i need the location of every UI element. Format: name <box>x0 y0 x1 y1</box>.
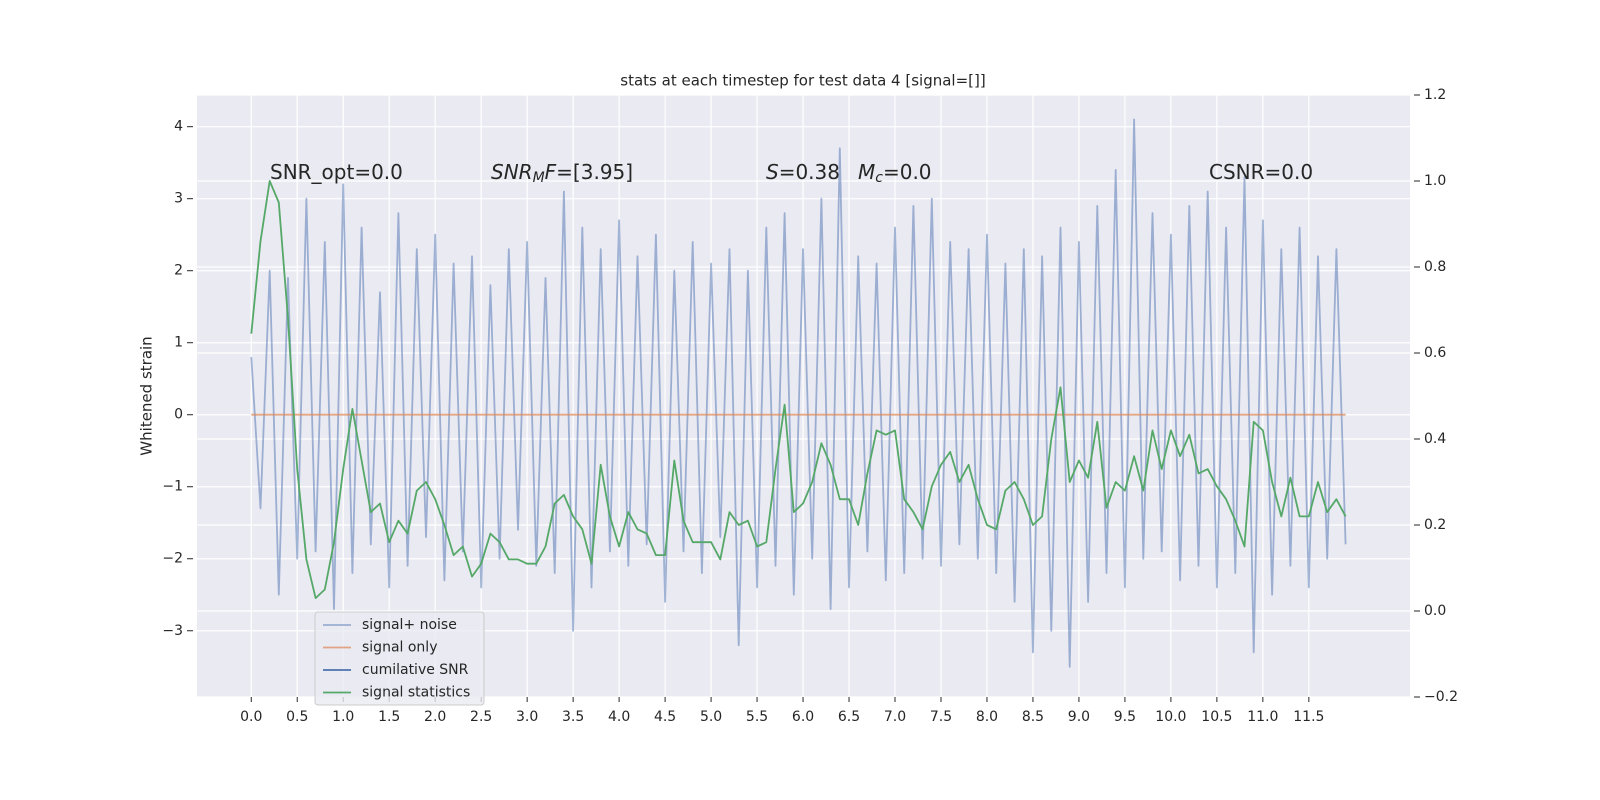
legend-label: signal only <box>362 640 437 656</box>
x-tick-label: 5.5 <box>746 709 768 725</box>
series-line <box>250 118 1347 668</box>
annotation-part: M <box>858 160 875 184</box>
x-tick-label: 0.0 <box>240 709 262 725</box>
x-tick-label: 10.0 <box>1155 709 1186 725</box>
annotation-part: SNR_opt=0.0 <box>270 160 403 184</box>
annotation-part: =0.0 <box>883 160 932 184</box>
annotation: SNR_opt=0.0 <box>270 160 403 184</box>
y2-tick-label: 0.0 <box>1424 603 1446 619</box>
x-tick-label: 7.5 <box>930 709 952 725</box>
y-axis-label: Whitened strain <box>138 336 156 455</box>
y-tick-label: 3 <box>174 191 183 207</box>
y-tick-label: −3 <box>162 623 183 639</box>
y2-tick-label: 0.6 <box>1424 345 1446 361</box>
annotation-part: c <box>875 170 883 186</box>
annotation-part: =[3.95] <box>556 160 633 184</box>
x-tick-label: 10.5 <box>1201 709 1232 725</box>
x-tick-label: 2.5 <box>470 709 492 725</box>
x-tick-label: 6.0 <box>792 709 814 725</box>
legend-box <box>314 611 485 706</box>
annotation: SNRMF=[3.95] <box>491 160 633 187</box>
legend: signal+ noise signal only cumilative SNR si… <box>314 611 485 706</box>
annotation: Mc=0.0 <box>858 160 932 187</box>
y2-tick-label: 1.2 <box>1424 87 1446 103</box>
annotation: CSNR=0.0 <box>1209 160 1313 184</box>
y-tick-label: 4 <box>174 119 183 135</box>
y2-tick-label: 1.0 <box>1424 173 1446 189</box>
x-tick-label: 1.0 <box>332 709 354 725</box>
annotation: S=0.38 <box>766 160 840 184</box>
x-tick-label: 3.5 <box>562 709 584 725</box>
annotation-part: F <box>545 160 557 184</box>
y2-tick-label: −0.2 <box>1424 689 1458 705</box>
x-tick-label: 11.5 <box>1293 709 1324 725</box>
annotation-part: M <box>533 170 545 186</box>
y2-tick-label: 0.4 <box>1424 431 1446 447</box>
x-tick-label: 7.0 <box>884 709 906 725</box>
x-tick-label: 8.0 <box>976 709 998 725</box>
y2-tick-label: 0.8 <box>1424 259 1446 275</box>
x-tick-label: 3.0 <box>516 709 538 725</box>
annotation-part: =0.38 <box>779 160 840 184</box>
annotation-part: S <box>766 160 779 184</box>
x-tick-label: 9.0 <box>1068 709 1090 725</box>
legend-label: cumilative SNR <box>362 662 469 678</box>
x-tick-label: 8.5 <box>1022 709 1044 725</box>
annotation-part: SNR <box>491 160 533 184</box>
x-tick-label: 6.5 <box>838 709 860 725</box>
legend-label: signal+ noise <box>362 617 457 633</box>
x-tick-label: 0.5 <box>286 709 308 725</box>
x-tick-label: 11.0 <box>1247 709 1278 725</box>
annotation-part: CSNR=0.0 <box>1209 160 1313 184</box>
y-tick-label: 0 <box>174 407 183 423</box>
y2-tick-label: 0.2 <box>1424 517 1446 533</box>
y-tick-label: −2 <box>162 551 183 567</box>
y-tick-label: −1 <box>162 479 183 495</box>
x-tick-label: 4.0 <box>608 709 630 725</box>
legend-label: signal statistics <box>362 685 470 701</box>
x-tick-label: 5.0 <box>700 709 722 725</box>
chart-title: stats at each timestep for test data 4 [… <box>620 72 985 90</box>
x-tick-label: 2.0 <box>424 709 446 725</box>
y-tick-label: 2 <box>174 263 183 279</box>
x-tick-label: 9.5 <box>1114 709 1136 725</box>
x-tick-label: 1.5 <box>378 709 400 725</box>
series-line <box>250 180 1347 599</box>
x-tick-label: 4.5 <box>654 709 676 725</box>
y-tick-label: 1 <box>174 335 183 351</box>
